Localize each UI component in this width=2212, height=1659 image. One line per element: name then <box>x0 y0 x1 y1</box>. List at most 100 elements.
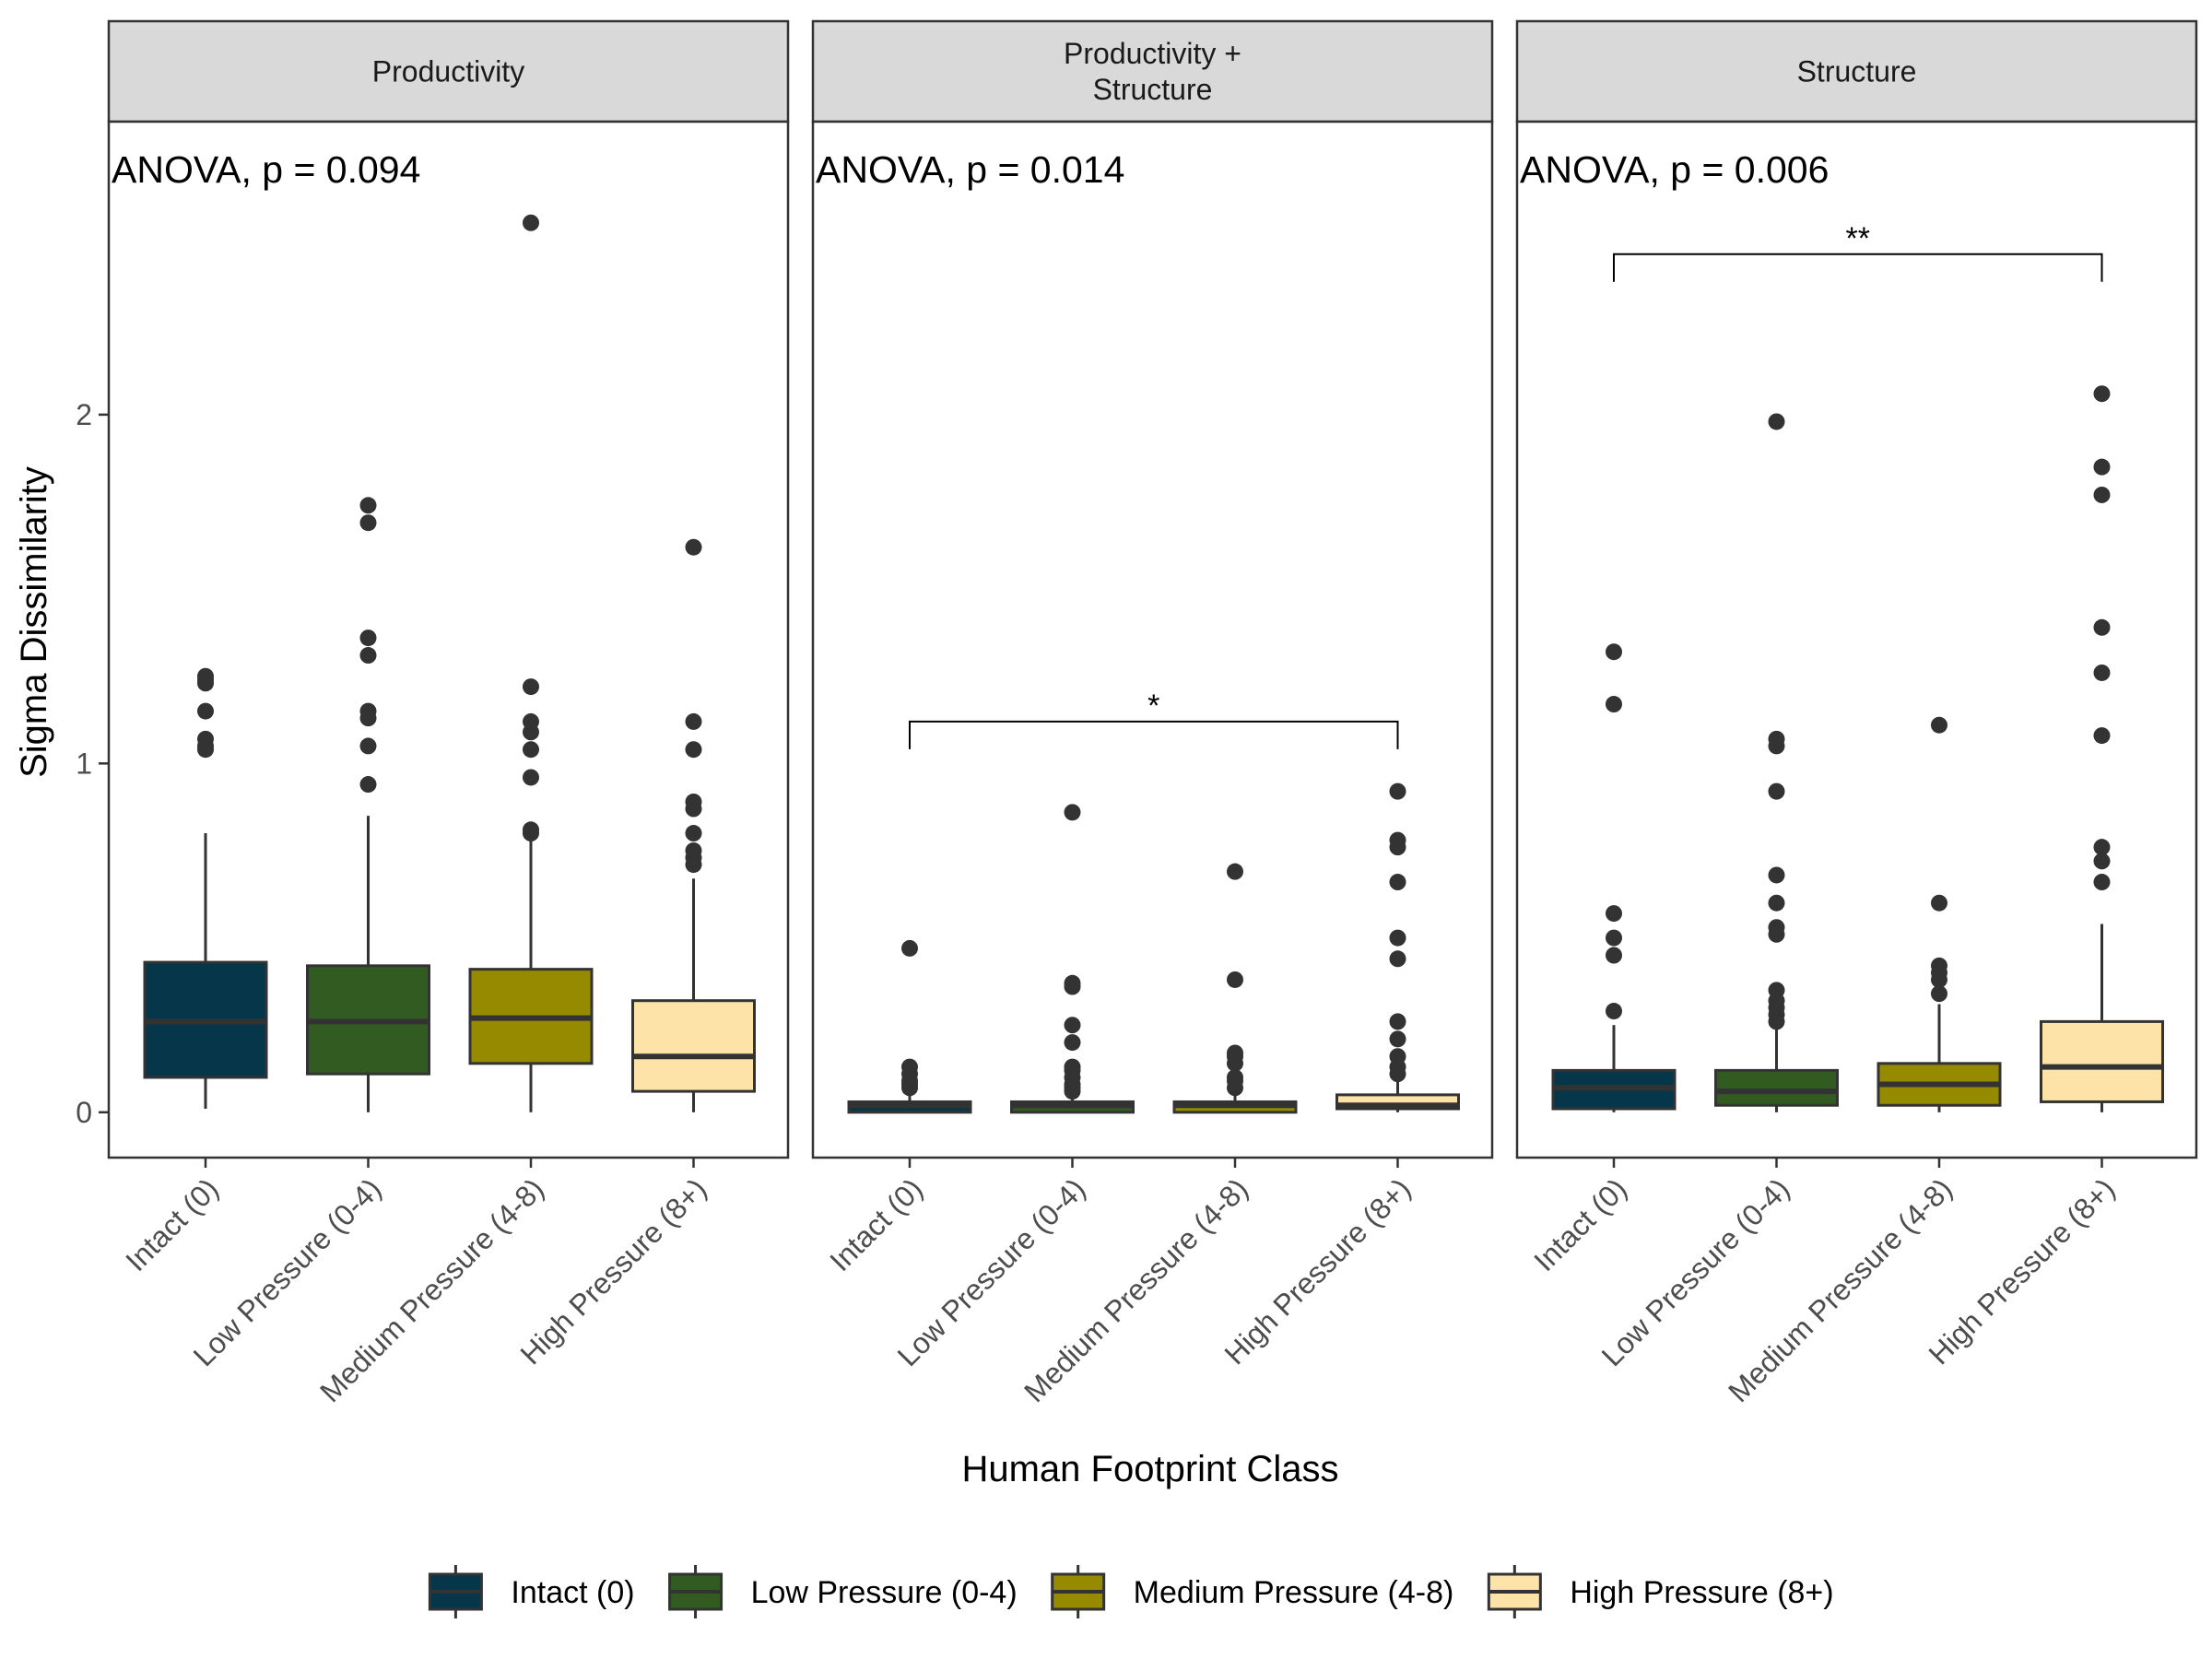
anova-annotation: ANOVA, p = 0.094 <box>112 148 420 191</box>
outlier-point <box>1064 1017 1081 1034</box>
outlier-point <box>1931 894 1947 912</box>
outlier-point <box>1064 804 1081 821</box>
significance-label: ** <box>1846 221 1870 256</box>
outlier-point <box>1389 874 1406 891</box>
outlier-point <box>1768 782 1785 800</box>
outlier-point <box>523 769 539 786</box>
outlier-point <box>1606 643 1622 661</box>
outlier-point <box>1768 982 1785 999</box>
legend-item-4: High Pressure (8+) <box>1487 1565 1834 1618</box>
y-axis-title: Sigma Dissimilarity <box>14 466 54 778</box>
outlier-point <box>1389 1030 1406 1048</box>
legend-label: Intact (0) <box>511 1575 634 1610</box>
facet-strip <box>811 19 1494 124</box>
box-3 <box>1877 716 2002 1112</box>
outlier-point <box>2093 727 2111 745</box>
outlier-point <box>1389 831 1406 849</box>
facet-strip-title: Structure <box>1093 73 1213 106</box>
outlier-point <box>685 712 702 730</box>
box-1 <box>143 667 268 1110</box>
anova-annotation: ANOVA, p = 0.014 <box>816 148 1124 191</box>
outlier-point <box>197 667 214 685</box>
box-iqr <box>631 999 756 1093</box>
significance-label: * <box>1147 688 1159 724</box>
box-2 <box>1010 804 1135 1114</box>
outlier-point <box>1389 1013 1406 1030</box>
outlier-point <box>1227 1044 1243 1062</box>
outlier-point <box>1606 929 1622 947</box>
legend: Intact (0) Low Pressure (0-4) Medium Press… <box>428 1565 1834 1618</box>
outlier-point <box>1606 1003 1622 1020</box>
legend-item-1: Intact (0) <box>428 1565 635 1618</box>
bracket-line <box>1613 253 2103 282</box>
outlier-point <box>2093 853 2111 870</box>
box-1 <box>1551 643 1677 1112</box>
outlier-point <box>1768 919 1785 936</box>
box-3 <box>1172 863 1298 1114</box>
facet-strip <box>1515 19 2198 124</box>
outlier-point <box>1227 1068 1243 1086</box>
outlier-point <box>359 497 377 514</box>
outlier-point <box>359 702 377 720</box>
anova-annotation: ANOVA, p = 0.006 <box>1520 148 1829 191</box>
box-2 <box>306 497 430 1112</box>
outlier-point <box>1931 957 1947 974</box>
outlier-point <box>359 514 377 532</box>
box-2 <box>1714 413 1839 1112</box>
outlier-point <box>1606 696 1622 713</box>
outlier-point <box>1768 894 1785 912</box>
outlier-point <box>901 939 918 957</box>
significance-bracket: ** <box>1613 221 2103 282</box>
outlier-point <box>197 730 214 747</box>
box-4 <box>2040 385 2164 1112</box>
outlier-point <box>2093 458 2111 476</box>
outlier-point <box>685 825 702 842</box>
outlier-point <box>2093 385 2111 403</box>
outlier-point <box>523 821 539 839</box>
outlier-point <box>523 741 539 759</box>
outlier-point <box>1064 974 1081 992</box>
box-3 <box>468 214 594 1112</box>
legend-item-2: Low Pressure (0-4) <box>668 1565 1018 1618</box>
bracket-line <box>909 720 1399 749</box>
outlier-point <box>359 737 377 755</box>
outlier-point <box>1931 985 1947 1003</box>
outlier-point <box>1931 716 1947 734</box>
facet-plot-area <box>811 120 1494 1159</box>
outlier-point <box>2093 874 2111 891</box>
outlier-point <box>1227 863 1243 880</box>
outlier-point <box>1768 866 1785 884</box>
outlier-point <box>2093 839 2111 856</box>
box-4 <box>631 538 756 1112</box>
outlier-point <box>523 678 539 696</box>
outlier-point <box>523 214 539 231</box>
facet-strip-title: Productivity + <box>1064 37 1241 70</box>
legend-item-3: Medium Pressure (4-8) <box>1051 1565 1454 1618</box>
box-4 <box>1335 782 1460 1112</box>
y-tick-label: 0 <box>76 1096 92 1129</box>
facet-strip-title: Structure <box>1797 55 1917 88</box>
legend-label: Low Pressure (0-4) <box>751 1575 1018 1610</box>
outlier-point <box>1768 413 1785 430</box>
outlier-point <box>1227 971 1243 988</box>
outlier-point <box>1768 730 1785 747</box>
legend-label: High Pressure (8+) <box>1570 1575 1833 1610</box>
facet-plot-area <box>1515 120 2198 1159</box>
legend-label: Medium Pressure (4-8) <box>1134 1575 1454 1610</box>
outlier-point <box>1389 782 1406 800</box>
outlier-point <box>685 741 702 759</box>
facet-strip <box>107 19 790 124</box>
y-axis: 0 1 2 <box>76 398 109 1129</box>
box-1 <box>847 939 972 1114</box>
outlier-point <box>1064 1058 1081 1076</box>
outlier-point <box>1606 905 1622 923</box>
outlier-point <box>359 629 377 647</box>
outlier-point <box>1606 947 1622 964</box>
outlier-point <box>1064 1034 1081 1052</box>
outlier-point <box>359 647 377 665</box>
x-tick-label: Intact (0) <box>823 1171 929 1277</box>
